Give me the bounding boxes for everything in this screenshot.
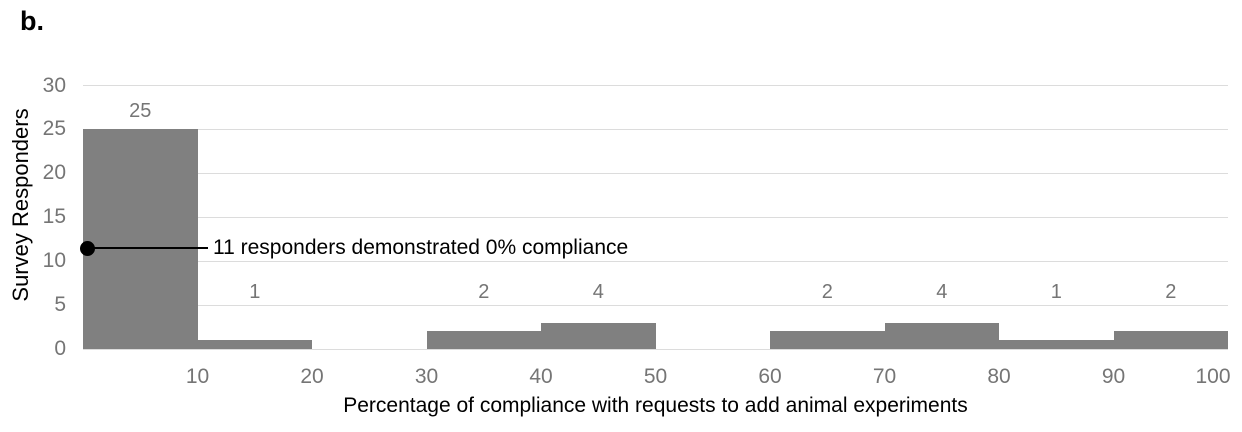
bar-value-label: 2 — [821, 281, 833, 304]
x-tick-label: 80 — [987, 365, 1011, 388]
histogram-bar — [197, 340, 312, 349]
y-tick-label: 5 — [54, 293, 66, 317]
x-tick-label: 100 — [1195, 365, 1231, 388]
histogram-bar — [83, 129, 198, 349]
bar-value-label: 2 — [478, 281, 490, 304]
gridline — [83, 216, 1228, 218]
gridline — [83, 348, 1228, 350]
histogram-bar — [999, 340, 1114, 349]
bar-value-label: 4 — [592, 281, 604, 304]
histogram-bar — [884, 322, 999, 349]
x-tick-label: 50 — [643, 365, 668, 388]
x-tick-label: 20 — [300, 365, 324, 388]
figure-label: b. — [20, 6, 44, 36]
histogram-bar — [770, 331, 885, 349]
annotation-text: 11 responders demonstrated 0% compliance — [213, 236, 629, 259]
y-tick-label: 15 — [42, 205, 66, 229]
x-tick-label: 10 — [185, 365, 210, 388]
bar-value-label: 25 — [129, 100, 152, 123]
histogram-bar — [426, 331, 541, 349]
gridline — [83, 128, 1228, 130]
y-tick-label: 25 — [42, 117, 66, 141]
x-tick-label: 30 — [414, 365, 439, 388]
gridline — [83, 85, 1228, 86]
annotation-dot — [80, 241, 95, 256]
bar-value-label: 2 — [1165, 281, 1177, 304]
histogram-bar — [541, 322, 656, 349]
x-tick-label: 60 — [758, 365, 782, 388]
gridline — [83, 172, 1228, 174]
y-tick-label: 30 — [42, 73, 66, 97]
annotation-line — [92, 247, 208, 249]
y-tick-label: 0 — [54, 337, 66, 360]
gridline — [83, 304, 1228, 306]
y-tick-label: 10 — [42, 249, 66, 273]
x-tick-label: 70 — [872, 365, 897, 388]
x-axis-title: Percentage of compliance with requests t… — [343, 394, 968, 417]
bar-value-label: 1 — [1050, 281, 1062, 304]
x-tick-label: 90 — [1101, 365, 1126, 388]
bar-value-label: 4 — [936, 281, 948, 304]
histogram-bar — [1113, 331, 1228, 349]
x-tick-label: 40 — [529, 365, 553, 388]
y-tick-label: 20 — [42, 161, 66, 185]
bar-value-label: 1 — [249, 281, 261, 304]
gridline — [83, 260, 1228, 262]
